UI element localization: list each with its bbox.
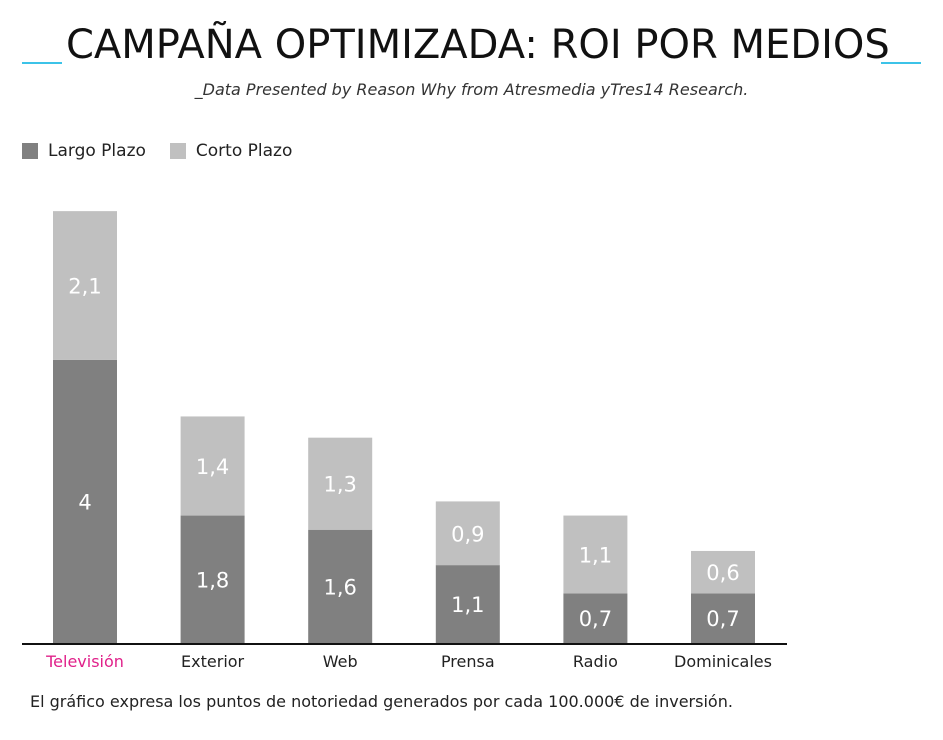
title-accent-right [881, 62, 921, 64]
bar-radio-corto-plazo [563, 515, 628, 594]
x-tick-label-radio: Radio [573, 652, 618, 671]
bar-dominicales-corto-plazo [691, 550, 755, 594]
legend-item-long-term: Largo Plazo [22, 141, 146, 161]
bar-radio-largo-plazo [563, 593, 628, 643]
title-row: CAMPAÑA OPTIMIZADA: ROI POR MEDIOS [0, 18, 943, 78]
legend-item-short-term: Corto Plazo [169, 141, 293, 161]
bar-exterior-largo-plazo [180, 515, 245, 643]
page-subtitle: _Data Presented by Reason Why from Atres… [194, 80, 749, 99]
data-label-web-largo-plazo: 1,6 [323, 575, 356, 599]
bar-web-largo-plazo [308, 529, 373, 643]
data-label-prensa-largo-plazo: 1,1 [451, 593, 484, 617]
data-label-radio-corto-plazo: 1,1 [579, 544, 612, 568]
chart-caption: El gráfico expresa los puntos de notorie… [30, 692, 733, 711]
title-accent-left [22, 62, 62, 64]
data-label-radio-largo-plazo: 0,7 [579, 607, 612, 631]
x-tick-label-prensa: Prensa [441, 652, 495, 671]
bar-television-corto-plazo [53, 211, 117, 360]
data-label-web-corto-plazo: 1,3 [323, 473, 356, 497]
data-label-television-largo-plazo: 4 [78, 490, 91, 514]
page-title: CAMPAÑA OPTIMIZADA: ROI POR MEDIOS [66, 22, 890, 68]
bar-exterior-corto-plazo [180, 416, 245, 516]
bar-prensa-largo-plazo [435, 565, 500, 643]
bar-web-corto-plazo [308, 437, 373, 530]
data-label-dominicales-corto-plazo: 0,6 [706, 561, 739, 585]
x-tick-label-web: Web [323, 652, 358, 671]
legend-swatch-short-term [169, 143, 186, 159]
bar-prensa-corto-plazo [435, 501, 500, 566]
bar-dominicales-largo-plazo [691, 593, 755, 643]
x-tick-label-exterior: Exterior [181, 652, 245, 671]
legend-label-long-term: Largo Plazo [48, 141, 146, 161]
data-label-dominicales-largo-plazo: 0,7 [706, 607, 739, 631]
x-tick-label-dominicales: Dominicales [674, 652, 772, 671]
chart-legend: Largo Plazo Corto Plazo [22, 140, 316, 162]
data-label-exterior-corto-plazo: 1,4 [196, 455, 229, 479]
stacked-bar-chart: 4 2,1 Televisión 1,8 1,4 Exterior 1,6 1,3 Web 1,1… [22, 211, 787, 671]
bar-television-largo-plazo [53, 359, 117, 643]
x-tick-label-television: Televisión [45, 652, 124, 671]
data-label-exterior-largo-plazo: 1,8 [196, 568, 229, 592]
data-label-prensa-corto-plazo: 0,9 [451, 522, 484, 546]
legend-swatch-long-term [22, 143, 38, 159]
legend-label-short-term: Corto Plazo [195, 141, 293, 161]
data-label-television-corto-plazo: 2,1 [68, 274, 101, 298]
